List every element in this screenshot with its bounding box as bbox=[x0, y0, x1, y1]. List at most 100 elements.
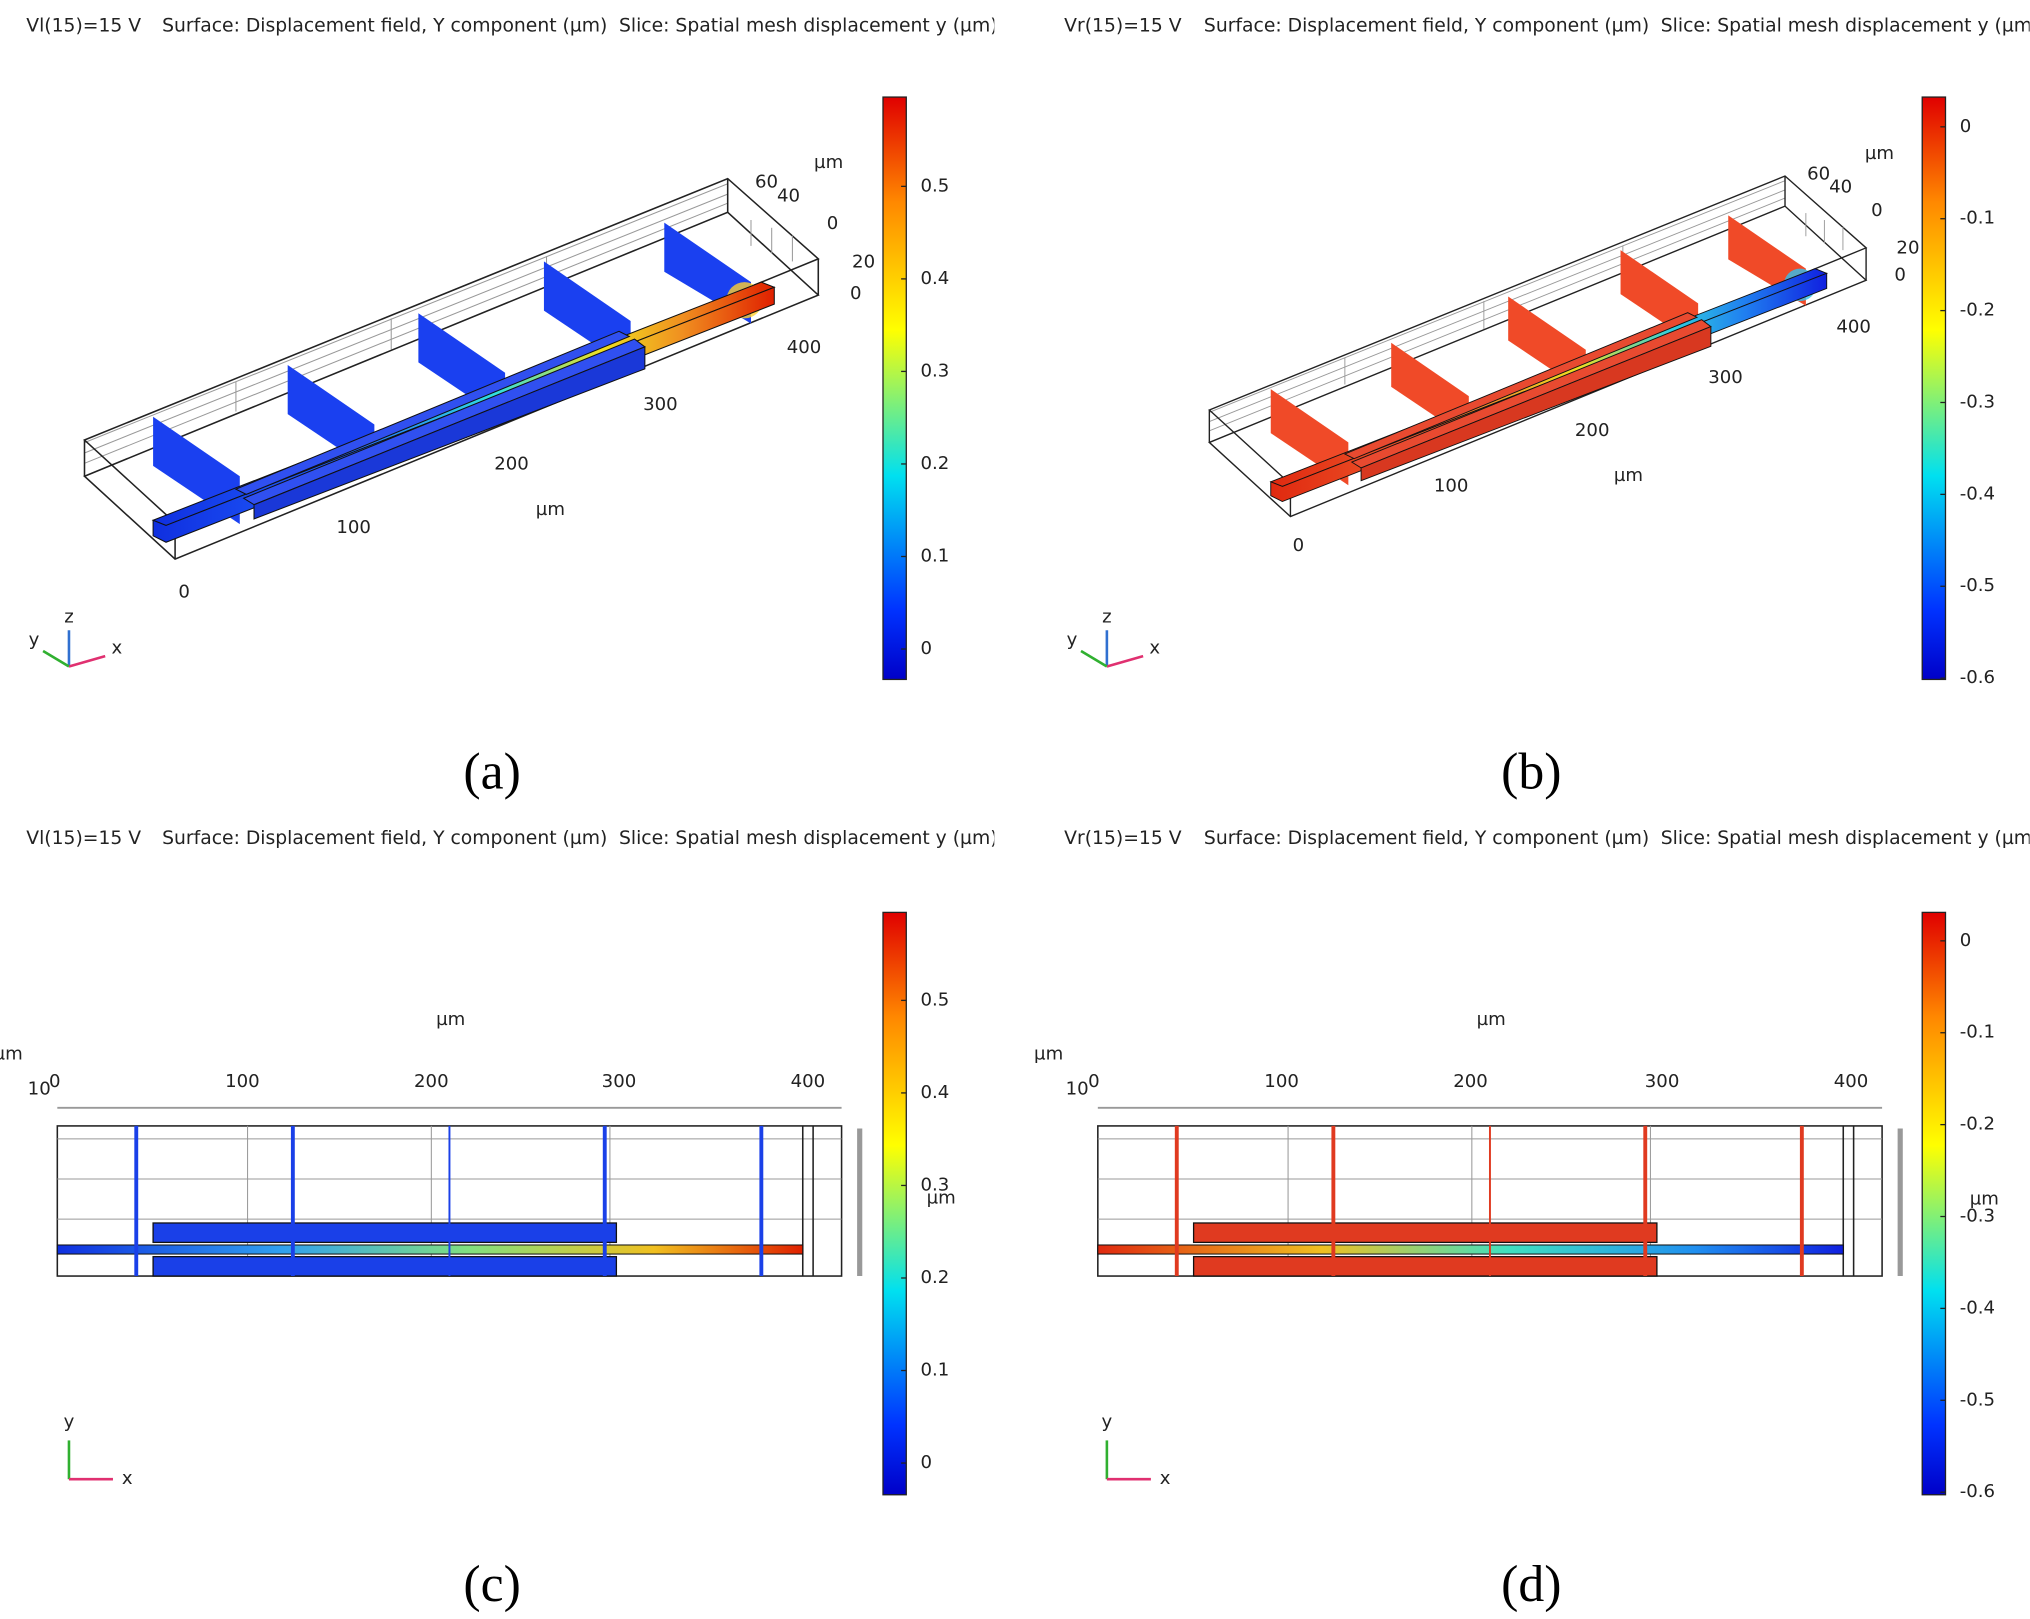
triad-label: x bbox=[122, 1468, 133, 1489]
plot-top bbox=[57, 1108, 859, 1276]
axis-label: 0 bbox=[827, 213, 839, 234]
colorbar-tick-label: 0.5 bbox=[921, 175, 950, 196]
axis-label: 0 bbox=[1894, 265, 1906, 286]
header-text: Vr(15)=15 V bbox=[1064, 15, 1182, 36]
colorbar-tick-label: 0.2 bbox=[921, 1267, 950, 1288]
colorbar-tick-label: -0.1 bbox=[1960, 208, 1995, 229]
colorbar-tick-label: -0.3 bbox=[1960, 391, 1995, 412]
colorbar-tick-label: -0.3 bbox=[1960, 1206, 1995, 1227]
triad-label: y bbox=[1102, 1411, 1113, 1432]
axis-label: 40 bbox=[777, 186, 800, 207]
axis-label: 100 bbox=[1434, 476, 1469, 497]
header-text: Slice: Spatial mesh displacement y (µm) bbox=[619, 828, 998, 849]
axis-label: 0 bbox=[850, 283, 862, 304]
plot-3d bbox=[1208, 175, 1867, 518]
colorbar-tick-label: 0 bbox=[921, 638, 933, 659]
axis-label: µm bbox=[1865, 143, 1894, 164]
axis-label: 300 bbox=[1645, 1071, 1680, 1092]
colorbar-tick-label: 0 bbox=[1960, 116, 1972, 137]
plot-top bbox=[1098, 1108, 1900, 1276]
colorbar-tick-label: 0.2 bbox=[921, 453, 950, 474]
header-text: Slice: Spatial mesh displacement y (µm) bbox=[1661, 15, 2030, 36]
axis-label: µm bbox=[1970, 1189, 1999, 1210]
colorbar bbox=[882, 911, 907, 1496]
colorbar bbox=[1921, 96, 1947, 681]
axis-label: µm bbox=[1477, 1009, 1506, 1030]
caption: (b) bbox=[1501, 743, 1561, 800]
axis-label: 200 bbox=[414, 1071, 449, 1092]
colorbar-tick-label: -0.6 bbox=[1960, 667, 1995, 688]
triad-label: y bbox=[1067, 630, 1078, 651]
axis-label: µm bbox=[536, 499, 565, 520]
colorbar-tick-label: -0.4 bbox=[1960, 483, 1995, 504]
axis-label: µm bbox=[1614, 465, 1643, 486]
triad-label: z bbox=[64, 606, 74, 627]
colorbar-tick-label: 0.5 bbox=[921, 989, 950, 1010]
panel: Vl(15)=15 V Surface: Displacement field, … bbox=[26, 15, 998, 800]
axis-label: 40 bbox=[1829, 177, 1852, 198]
panel-header: Vl(15)=15 V Surface: Displacement field, … bbox=[26, 15, 998, 36]
axis-label: 300 bbox=[602, 1071, 637, 1092]
header-text: Slice: Spatial mesh displacement y (µm) bbox=[619, 15, 998, 36]
header-text: Vl(15)=15 V bbox=[26, 15, 141, 36]
axis-label: µm bbox=[927, 1187, 956, 1208]
colorbar-tick-label: 0.3 bbox=[921, 1174, 950, 1195]
panel-header: Vr(15)=15 V Surface: Displacement field, … bbox=[1064, 828, 2030, 849]
axis-label: µm bbox=[1034, 1044, 1063, 1065]
triad-label: y bbox=[29, 630, 40, 651]
panel: Vr(15)=15 V Surface: Displacement field, … bbox=[1034, 828, 2030, 1613]
axis-label: 20 bbox=[1896, 237, 1919, 258]
header-text: Vl(15)=15 V bbox=[26, 828, 141, 849]
axis-label: 100 bbox=[1264, 1071, 1299, 1092]
panel: Vr(15)=15 V Surface: Displacement field, … bbox=[1064, 15, 2030, 800]
caption: (c) bbox=[463, 1556, 520, 1613]
colorbar bbox=[882, 96, 907, 681]
header-text: Surface: Displacement field, Y component… bbox=[1204, 15, 1649, 36]
triad-label: x bbox=[1149, 637, 1160, 658]
triad-label: x bbox=[111, 637, 122, 658]
axis-label: µm bbox=[436, 1009, 465, 1030]
triad-y bbox=[42, 649, 70, 668]
axis-label: 200 bbox=[1575, 420, 1610, 441]
colorbar-tick-label: 0.4 bbox=[921, 268, 950, 289]
header-text: Surface: Displacement field, Y component… bbox=[162, 15, 607, 36]
colorbar-tick-label: 0.1 bbox=[921, 1360, 950, 1381]
axis-label: 0 bbox=[1871, 200, 1883, 221]
colorbar-tick-label: 0.1 bbox=[921, 545, 950, 566]
axis-label: 10 bbox=[28, 1079, 51, 1100]
axis-label: 60 bbox=[755, 171, 778, 192]
caption: (d) bbox=[1501, 1556, 1561, 1613]
axis-label: 100 bbox=[225, 1071, 260, 1092]
colorbar-tick-label: -0.2 bbox=[1960, 300, 1995, 321]
triad-x bbox=[68, 654, 106, 668]
panel-header: Vl(15)=15 V Surface: Displacement field, … bbox=[26, 828, 998, 849]
header-text: Vr(15)=15 V bbox=[1064, 828, 1182, 849]
header-text: Slice: Spatial mesh displacement y (µm) bbox=[1661, 828, 2030, 849]
colorbar-tick-label: -0.5 bbox=[1960, 1389, 1995, 1410]
axis-label: µm bbox=[814, 152, 843, 173]
caption: (a) bbox=[463, 743, 520, 800]
colorbar-tick-label: 0 bbox=[921, 1452, 933, 1473]
axis-label: 300 bbox=[1708, 367, 1743, 388]
axis-label: 400 bbox=[1836, 316, 1871, 337]
colorbar-tick-label: -0.5 bbox=[1960, 575, 1995, 596]
triad-label: z bbox=[1102, 606, 1112, 627]
axis-label: 0 bbox=[1293, 535, 1305, 556]
axis-label: 0 bbox=[49, 1071, 61, 1092]
colorbar-tick-label: 0 bbox=[1960, 930, 1972, 951]
axis-label: 200 bbox=[494, 454, 529, 475]
panel-header: Vr(15)=15 V Surface: Displacement field, … bbox=[1064, 15, 2030, 36]
colorbar-tick-label: -0.6 bbox=[1960, 1481, 1995, 1502]
colorbar bbox=[1921, 911, 1947, 1496]
axis-label: 100 bbox=[336, 517, 371, 538]
axis-label: 0 bbox=[178, 582, 190, 603]
plot-3d bbox=[83, 177, 820, 560]
axis-label: µm bbox=[0, 1044, 23, 1065]
colorbar-tick-label: -0.1 bbox=[1960, 1022, 1995, 1043]
axis-label: 400 bbox=[1834, 1071, 1869, 1092]
axis-label: 300 bbox=[643, 394, 678, 415]
triad-y bbox=[1080, 649, 1108, 668]
axis-label: 200 bbox=[1453, 1071, 1488, 1092]
triad-label: y bbox=[64, 1411, 75, 1432]
axis-label: 0 bbox=[1088, 1071, 1100, 1092]
